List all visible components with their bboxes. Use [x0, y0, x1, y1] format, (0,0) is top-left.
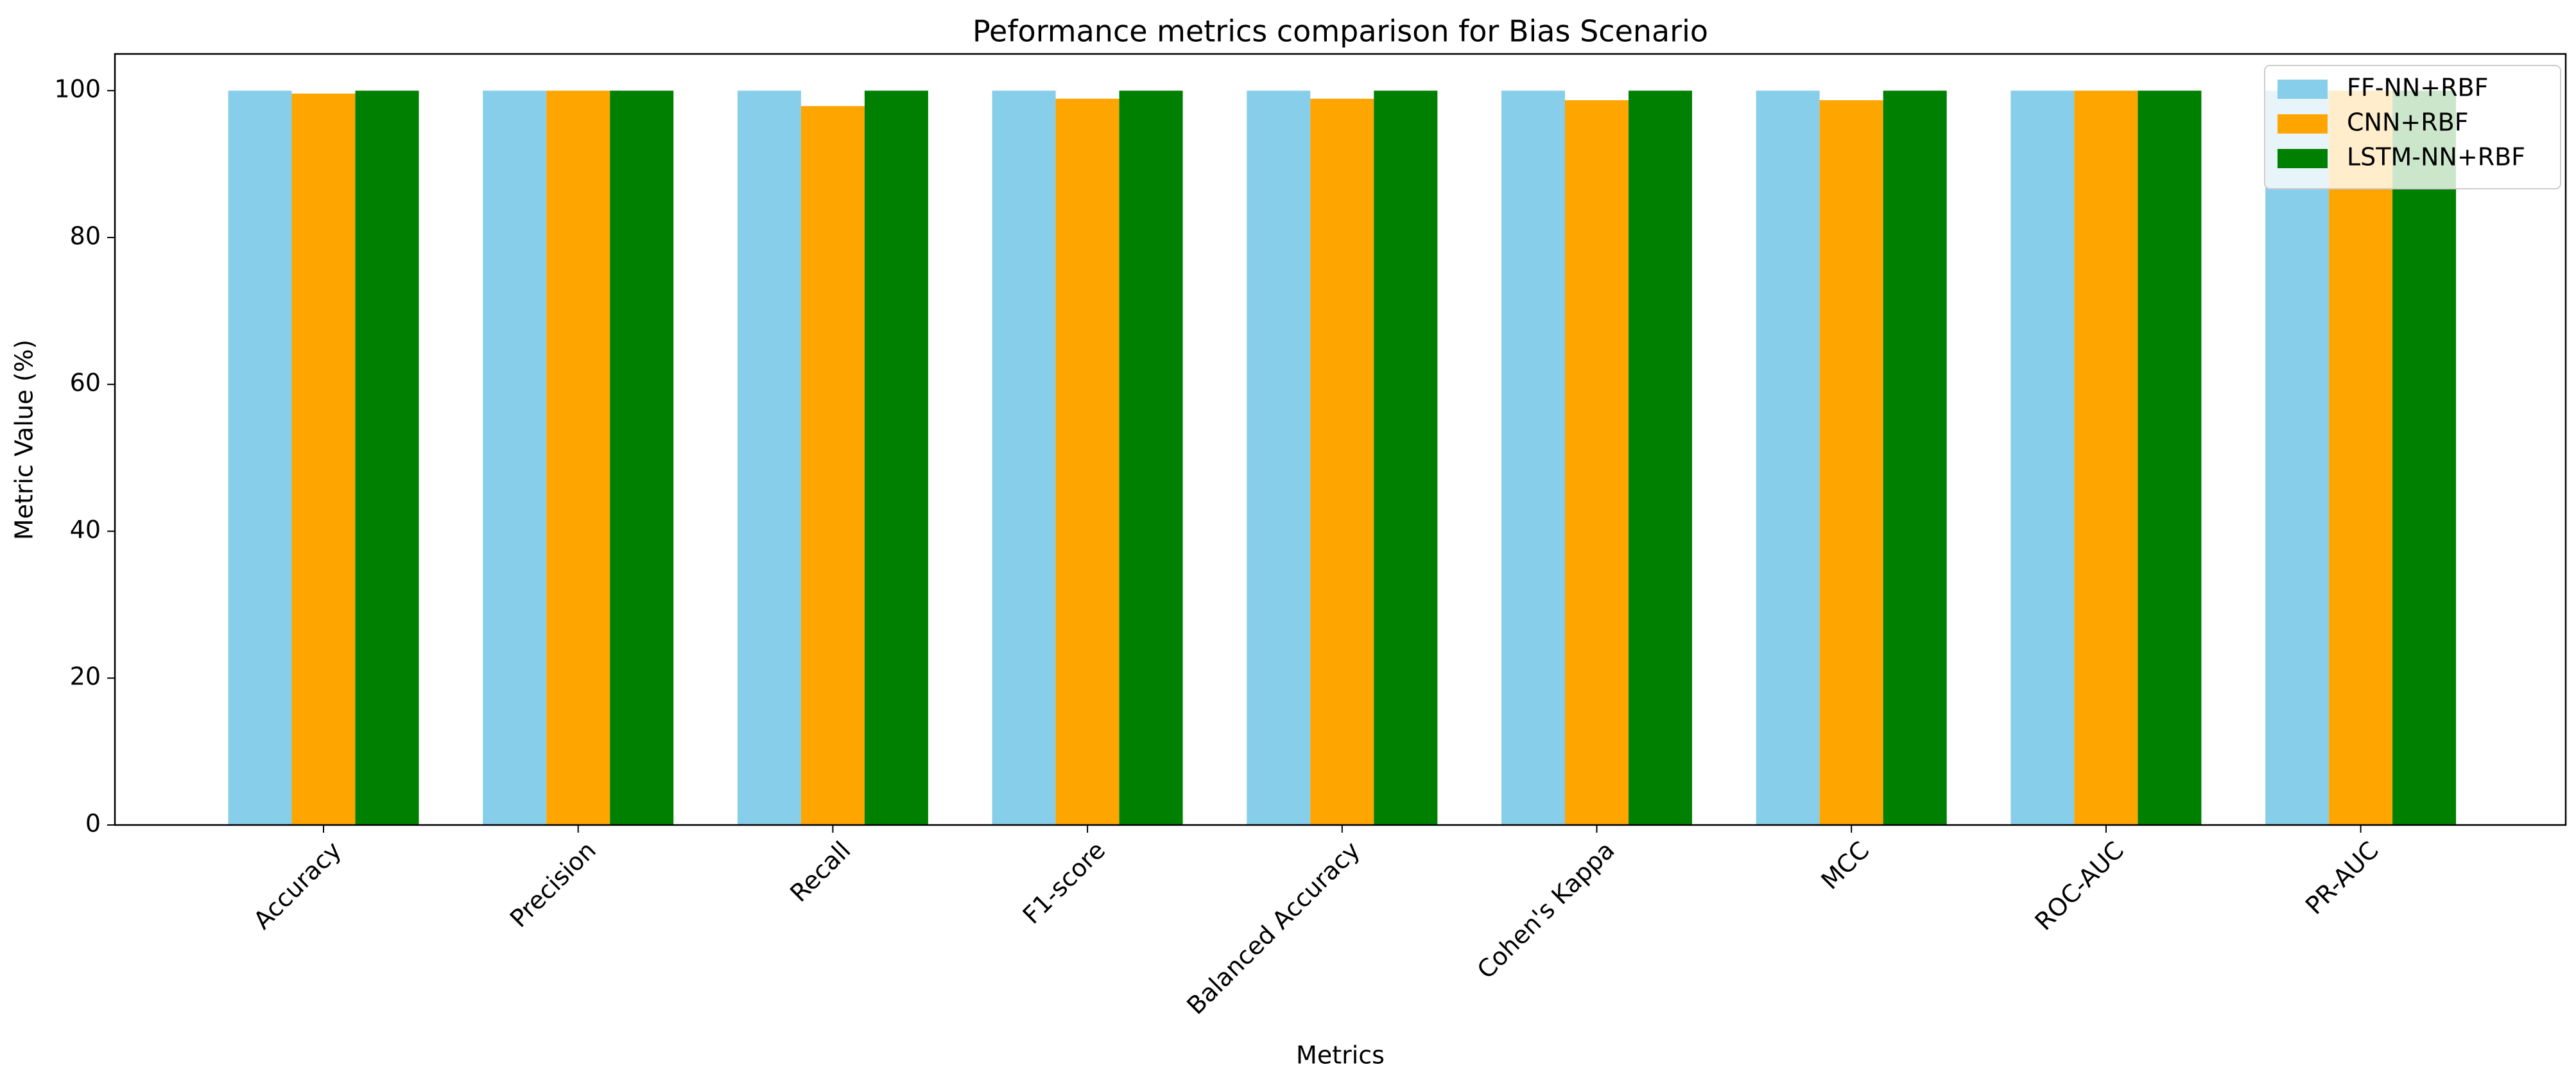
bar: [2138, 91, 2202, 826]
bar: [1756, 91, 1820, 826]
x-tick-label: Balanced Accuracy: [1181, 836, 1365, 1020]
bar: [1819, 100, 1883, 825]
x-tick-label: PR-AUC: [2300, 836, 2384, 920]
bar: [483, 91, 547, 826]
bar: [546, 91, 610, 826]
plot-frame: [114, 53, 2567, 826]
bar: [1310, 98, 1374, 826]
x-tick-label: Accuracy: [248, 836, 347, 935]
chart-title: Peformance metrics comparison for Bias S…: [972, 14, 1708, 49]
x-tick-label: MCC: [1816, 836, 1875, 895]
x-tick-label: ROC-AUC: [2029, 836, 2129, 936]
legend-box: [2264, 65, 2561, 189]
bar: [1883, 91, 1947, 826]
legend-label: CNN+RBF: [2347, 108, 2469, 137]
x-tick-label: Recall: [784, 836, 856, 907]
bar: [610, 91, 674, 826]
y-tick-label: 0: [85, 810, 101, 838]
y-tick-label: 20: [70, 663, 101, 691]
legend-swatch: [2278, 80, 2328, 99]
bar: [800, 106, 865, 826]
y-tick-label: 60: [70, 369, 101, 397]
bar: [291, 93, 356, 825]
bar: [1055, 98, 1119, 826]
y-tick-label: 80: [70, 221, 101, 250]
bar: [992, 91, 1056, 826]
y-axis-label: Metric Value (%): [10, 340, 39, 540]
bar: [1501, 91, 1565, 826]
bar: [737, 91, 801, 826]
bar: [228, 91, 292, 826]
x-tick-label: Cohen's Kappa: [1472, 836, 1620, 984]
legend-label: FF-NN+RBF: [2347, 74, 2488, 102]
bar: [2010, 91, 2075, 826]
bar: [2329, 91, 2393, 826]
legend: FF-NN+RBF CNN+RBF LSTM-NN+RBF: [2264, 65, 2561, 189]
bar: [1247, 91, 1311, 826]
legend-swatch: [2278, 149, 2328, 168]
bar: [2392, 91, 2457, 826]
bar: [2074, 91, 2138, 826]
bar: [2265, 91, 2330, 826]
y-tick-label: 40: [70, 516, 101, 544]
x-tick-label: Precision: [505, 836, 601, 933]
bar: [1629, 91, 1692, 826]
x-tick-label: F1-score: [1017, 836, 1111, 930]
legend-label: LSTM-NN+RBF: [2347, 143, 2525, 171]
bar: [1565, 100, 1629, 825]
bar: [1374, 91, 1438, 826]
bar: [864, 91, 928, 826]
y-tick-label: 100: [54, 75, 101, 103]
legend-swatch: [2278, 114, 2328, 134]
bar: [355, 91, 419, 826]
x-axis-label: Metrics: [1296, 1041, 1385, 1070]
bar: [1119, 91, 1183, 826]
